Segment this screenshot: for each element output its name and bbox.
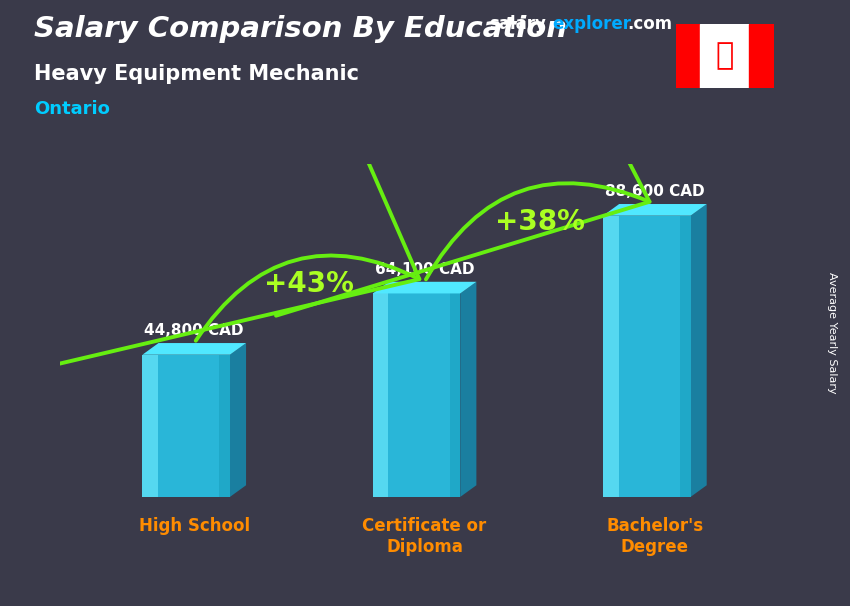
Bar [676, 24, 700, 88]
Polygon shape [460, 282, 476, 497]
Text: explorer: explorer [552, 15, 632, 33]
Text: 64,100 CAD: 64,100 CAD [375, 262, 474, 277]
Bar [158, 355, 230, 497]
Bar [219, 355, 230, 497]
Text: 44,800 CAD: 44,800 CAD [144, 323, 244, 338]
Polygon shape [373, 282, 476, 293]
Text: Average Yearly Salary: Average Yearly Salary [827, 273, 837, 394]
Text: Certificate or
Diploma: Certificate or Diploma [362, 517, 487, 556]
Text: High School: High School [139, 517, 250, 535]
Bar [603, 216, 619, 497]
Bar [619, 216, 690, 497]
Bar [388, 293, 460, 497]
Bar [700, 24, 749, 88]
Text: .com: .com [627, 15, 672, 33]
Bar [373, 293, 388, 497]
Text: 88,600 CAD: 88,600 CAD [605, 184, 705, 199]
Text: Heavy Equipment Mechanic: Heavy Equipment Mechanic [34, 64, 359, 84]
Text: 🍁: 🍁 [716, 42, 734, 70]
Polygon shape [230, 343, 246, 497]
FancyArrowPatch shape [276, 0, 649, 316]
Bar [143, 355, 158, 497]
Text: Bachelor's
Degree: Bachelor's Degree [606, 517, 704, 556]
Text: salary: salary [489, 15, 546, 33]
Polygon shape [603, 204, 706, 216]
Text: +43%: +43% [264, 270, 354, 298]
Bar [749, 24, 774, 88]
Text: Salary Comparison By Education: Salary Comparison By Education [34, 15, 567, 43]
Bar [450, 293, 460, 497]
Text: Ontario: Ontario [34, 100, 110, 118]
Text: +38%: +38% [495, 208, 585, 236]
Polygon shape [690, 204, 706, 497]
FancyArrowPatch shape [39, 0, 419, 368]
Bar [680, 216, 690, 497]
Polygon shape [143, 343, 246, 355]
